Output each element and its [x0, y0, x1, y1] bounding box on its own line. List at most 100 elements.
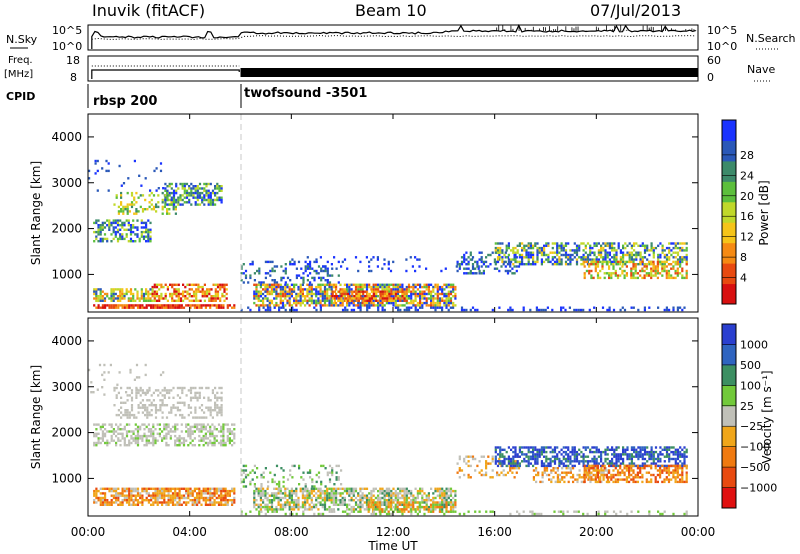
- rti-cell: [207, 182, 210, 186]
- rti-cell: [381, 288, 384, 291]
- rti-cell: [104, 304, 107, 307]
- rti-cell: [685, 260, 688, 264]
- rti-cell: [146, 389, 149, 392]
- rti-cell: [113, 203, 116, 206]
- nsky-traces: [91, 23, 697, 49]
- rti-cell: [323, 499, 327, 502]
- rti-cell: [432, 306, 435, 309]
- rti-cell: [295, 297, 298, 300]
- rti-cell: [569, 462, 572, 465]
- rti-cell: [441, 492, 444, 495]
- rti-cell: [209, 203, 212, 206]
- rti-cell: [97, 233, 100, 236]
- rti-cell: [403, 508, 406, 511]
- rti-cell: [604, 249, 607, 252]
- rti-cell: [603, 260, 606, 264]
- rti-cell: [136, 297, 139, 300]
- rti-cell: [196, 416, 199, 419]
- rti-cell: [496, 249, 500, 252]
- rti-cell: [158, 432, 161, 435]
- rti-cell: [101, 290, 104, 293]
- rti-cell: [172, 208, 175, 211]
- rti-cell: [213, 434, 216, 438]
- rti-cell: [381, 283, 384, 286]
- rti-cell: [449, 489, 453, 493]
- rti-cell: [113, 389, 116, 392]
- rti-cell: [259, 285, 262, 289]
- rti-cell: [516, 455, 519, 458]
- rti-cell: [319, 501, 322, 504]
- rti-cell: [251, 263, 254, 266]
- rti-cell: [432, 297, 435, 300]
- rti-cell: [194, 191, 197, 195]
- rti-cell: [518, 464, 521, 468]
- rti-cell: [579, 308, 583, 312]
- rti-cell: [268, 501, 271, 504]
- rti-cell: [367, 508, 370, 511]
- rti-cell: [158, 501, 161, 504]
- rti-cell: [290, 494, 293, 497]
- rti-cell: [145, 297, 148, 300]
- rti-cell: [182, 494, 186, 497]
- rti-cell: [463, 308, 466, 312]
- rti-cell: [321, 499, 324, 502]
- rti-cell: [207, 203, 210, 206]
- rti-cell: [183, 416, 186, 419]
- rti-cell: [216, 396, 219, 399]
- rti-cell: [177, 196, 180, 199]
- rti-cell: [203, 416, 206, 419]
- rti-cell: [95, 295, 98, 298]
- rti-cell: [311, 276, 314, 280]
- rti-cell: [326, 489, 329, 493]
- rti-cell: [403, 494, 406, 497]
- rti-cell: [379, 285, 382, 289]
- rti-cell: [163, 492, 166, 495]
- rti-cell: [501, 260, 504, 264]
- rti-cell: [399, 297, 402, 300]
- rti-cell: [110, 437, 113, 440]
- rti-cell: [575, 249, 579, 252]
- rti-cell: [407, 505, 410, 509]
- rti-cell: [266, 306, 270, 309]
- rti-cell: [159, 399, 162, 402]
- rti-cell: [654, 272, 657, 275]
- rti-cell: [178, 441, 181, 445]
- rti-cell: [244, 473, 248, 477]
- rti-cell: [117, 212, 120, 215]
- rti-cell: [222, 439, 225, 442]
- rti-cell: [351, 299, 354, 302]
- rti-cell: [449, 494, 453, 497]
- rti-cell: [288, 301, 291, 305]
- rti-cell: [509, 469, 512, 472]
- rti-cell: [106, 430, 109, 433]
- rti-cell: [562, 306, 565, 309]
- rti-cell: [605, 260, 608, 264]
- rti-cell: [573, 251, 576, 254]
- rti-cell: [149, 189, 152, 192]
- rti-cell: [273, 304, 276, 307]
- rti-cell: [553, 457, 557, 461]
- rti-cell: [206, 430, 210, 433]
- rti-cell: [545, 455, 548, 458]
- rti-cell: [516, 244, 519, 247]
- rti-cell: [133, 212, 136, 215]
- rti-cell: [187, 404, 190, 407]
- rti-cell: [354, 489, 358, 493]
- rti-cell: [630, 269, 633, 273]
- rti-cell: [120, 208, 123, 211]
- rti-cell: [399, 489, 402, 493]
- rti-cell: [255, 292, 258, 296]
- rti-cell: [164, 292, 167, 296]
- rti-cell: [112, 439, 115, 442]
- rti-cell: [317, 265, 321, 268]
- rti-cell: [182, 496, 186, 500]
- rti-cell: [267, 485, 270, 488]
- rti-cell: [127, 299, 130, 302]
- rti-cell: [351, 297, 354, 300]
- rti-cell: [370, 301, 373, 305]
- rti-cell: [172, 189, 176, 192]
- rti-cell: [112, 430, 115, 433]
- rti-cell: [177, 297, 180, 300]
- rti-cell: [333, 295, 336, 298]
- rti-cell: [95, 306, 98, 309]
